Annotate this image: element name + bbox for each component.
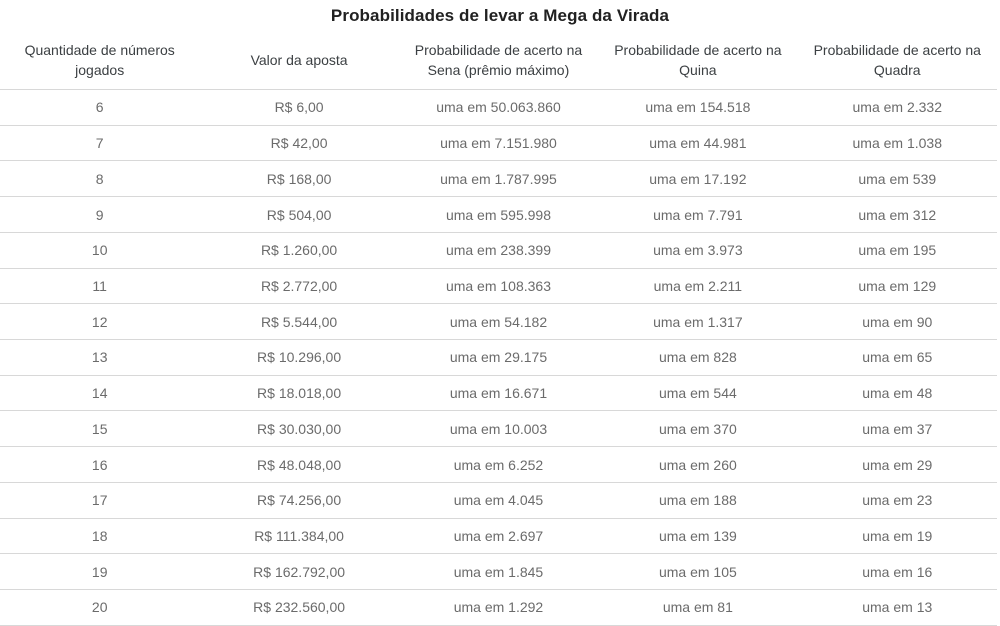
table-cell-sena: uma em 1.787.995 [440, 170, 557, 187]
table-cell-valor: R$ 162.792,00 [253, 563, 346, 580]
table-cell-quadra: uma em 312 [858, 206, 937, 223]
table-row: 19 R$ 162.792,00 uma em 1.845 uma em 105… [0, 554, 997, 591]
table-body: 6 R$ 6,00 uma em 50.063.860 uma em 154.5… [0, 90, 997, 626]
table-row: 8 R$ 168,00 uma em 1.787.995 uma em 17.1… [0, 161, 997, 198]
table-cell-quina: uma em 828 [658, 349, 737, 366]
table-cell-quadra: uma em 23 [862, 492, 933, 509]
table-cell-quadra: uma em 2.332 [852, 99, 943, 116]
table-cell-quina: uma em 139 [658, 527, 737, 544]
table-cell-valor: R$ 30.030,00 [257, 420, 342, 437]
table-row: 13 R$ 10.296,00 uma em 29.175 uma em 828… [0, 340, 997, 376]
table-row: 12 R$ 5.544,00 uma em 54.182 uma em 1.31… [0, 304, 997, 341]
table-cell-valor: R$ 232.560,00 [253, 599, 346, 616]
table-cell-quantidade: 6 [95, 99, 104, 116]
table-cell-quadra: uma em 13 [862, 599, 933, 616]
table-cell-valor: R$ 5.544,00 [260, 313, 338, 330]
table-cell-quina: uma em 1.317 [653, 313, 743, 330]
header-cell-quantidade: Quantidade de números jogados [24, 41, 175, 78]
table-cell-sena: uma em 1.292 [453, 599, 544, 616]
table-cell-valor: R$ 6,00 [274, 99, 324, 116]
table-cell-sena: uma em 7.151.980 [440, 135, 557, 152]
table-cell-quantidade: 19 [91, 563, 108, 580]
table-cell-quantidade: 10 [91, 242, 108, 259]
table-cell-quantidade: 18 [91, 527, 108, 544]
table-row: 7 R$ 42,00 uma em 7.151.980 uma em 44.98… [0, 125, 997, 162]
table-cell-quantidade: 7 [95, 135, 104, 152]
table-row: 20 R$ 232.560,00 uma em 1.292 uma em 81 … [0, 590, 997, 626]
table-row: 6 R$ 6,00 uma em 50.063.860 uma em 154.5… [0, 90, 997, 126]
table-cell-valor: R$ 111.384,00 [254, 527, 344, 544]
table-cell-valor: R$ 10.296,00 [257, 349, 342, 366]
probability-table: Quantidade de números jogados Valor da a… [0, 32, 997, 626]
table-cell-quadra: uma em 1.038 [852, 135, 943, 152]
table-cell-quadra: uma em 16 [862, 563, 933, 580]
table-row: 11 R$ 2.772,00 uma em 108.363 uma em 2.2… [0, 268, 997, 305]
table-cell-quadra: uma em 195 [858, 242, 937, 259]
table-cell-quantidade: 14 [91, 385, 108, 402]
table-header-row: Quantidade de números jogados Valor da a… [0, 32, 997, 90]
table-cell-sena: uma em 1.845 [453, 563, 544, 580]
table-cell-quina: uma em 188 [658, 492, 737, 509]
table-cell-sena: uma em 6.252 [453, 456, 544, 473]
table-cell-quantidade: 13 [91, 349, 108, 366]
header-cell-quina: Probabilidade de acerto na Quina [614, 41, 782, 78]
table-cell-quina: uma em 105 [658, 563, 737, 580]
table-cell-valor: R$ 18.018,00 [257, 385, 342, 402]
header-cell-quadra: Probabilidade de acerto na Quadra [813, 41, 981, 78]
table-cell-quantidade: 8 [95, 170, 104, 187]
table-cell-quina: uma em 544 [658, 385, 737, 402]
header-cell-sena: Probabilidade de acerto na Sena (prêmio … [414, 41, 583, 78]
table-cell-quina: uma em 17.192 [649, 170, 747, 187]
table-cell-quadra: uma em 29 [862, 456, 933, 473]
table-cell-quantidade: 9 [95, 206, 104, 223]
table-row: 18 R$ 111.384,00 uma em 2.697 uma em 139… [0, 518, 997, 555]
table-cell-quina: uma em 81 [662, 599, 733, 616]
table-cell-quina: uma em 370 [658, 420, 737, 437]
table-cell-sena: uma em 50.063.860 [436, 99, 561, 116]
table-cell-quantidade: 12 [91, 313, 108, 330]
table-cell-valor: R$ 48.048,00 [257, 456, 342, 473]
table-cell-valor: R$ 2.772,00 [260, 277, 338, 294]
table-cell-quina: uma em 3.973 [653, 242, 743, 259]
table-cell-valor: R$ 504,00 [266, 206, 332, 223]
table-cell-quadra: uma em 65 [862, 349, 933, 366]
table-row: 14 R$ 18.018,00 uma em 16.671 uma em 544… [0, 375, 997, 412]
table-cell-quina: uma em 154.518 [645, 99, 751, 116]
table-cell-valor: R$ 42,00 [270, 135, 328, 152]
table-cell-sena: uma em 10.003 [449, 420, 548, 437]
table-cell-quina: uma em 44.981 [649, 135, 747, 152]
table-cell-quadra: uma em 129 [858, 277, 937, 294]
table-cell-sena: uma em 29.175 [449, 349, 548, 366]
table-cell-quantidade: 17 [91, 492, 108, 509]
table-cell-sena: uma em 54.182 [449, 313, 548, 330]
table-cell-quina: uma em 2.211 [653, 277, 743, 294]
page-title: Probabilidades de levar a Mega da Virada [330, 6, 670, 25]
table-cell-quantidade: 15 [91, 420, 108, 437]
table-cell-sena: uma em 108.363 [445, 277, 552, 294]
table-cell-quadra: uma em 90 [862, 313, 933, 330]
table-row: 16 R$ 48.048,00 uma em 6.252 uma em 260 … [0, 447, 997, 483]
table-cell-quina: uma em 7.791 [653, 206, 743, 223]
table-cell-quina: uma em 260 [658, 456, 737, 473]
table-cell-quantidade: 11 [92, 277, 107, 294]
table-cell-valor: R$ 74.256,00 [257, 492, 342, 509]
table-row: 17 R$ 74.256,00 uma em 4.045 uma em 188 … [0, 482, 997, 519]
table-cell-sena: uma em 238.399 [445, 242, 552, 259]
table-cell-sena: uma em 16.671 [449, 385, 548, 402]
table-cell-sena: uma em 4.045 [453, 492, 544, 509]
table-row: 10 R$ 1.260,00 uma em 238.399 uma em 3.9… [0, 232, 997, 269]
table-cell-quadra: uma em 539 [858, 170, 937, 187]
table-cell-sena: uma em 595.998 [445, 206, 552, 223]
table-row: 15 R$ 30.030,00 uma em 10.003 uma em 370… [0, 411, 997, 448]
table-cell-quantidade: 16 [91, 456, 108, 473]
table-cell-quantidade: 20 [91, 599, 108, 616]
table-cell-sena: uma em 2.697 [453, 527, 544, 544]
table-cell-valor: R$ 168,00 [266, 170, 332, 187]
table-cell-quadra: uma em 37 [862, 420, 933, 437]
header-cell-valor: Valor da aposta [250, 51, 348, 68]
table-cell-quadra: uma em 48 [862, 385, 933, 402]
table-row: 9 R$ 504,00 uma em 595.998 uma em 7.791 … [0, 197, 997, 233]
table-cell-valor: R$ 1.260,00 [260, 242, 338, 259]
table-cell-quadra: uma em 19 [862, 527, 933, 544]
